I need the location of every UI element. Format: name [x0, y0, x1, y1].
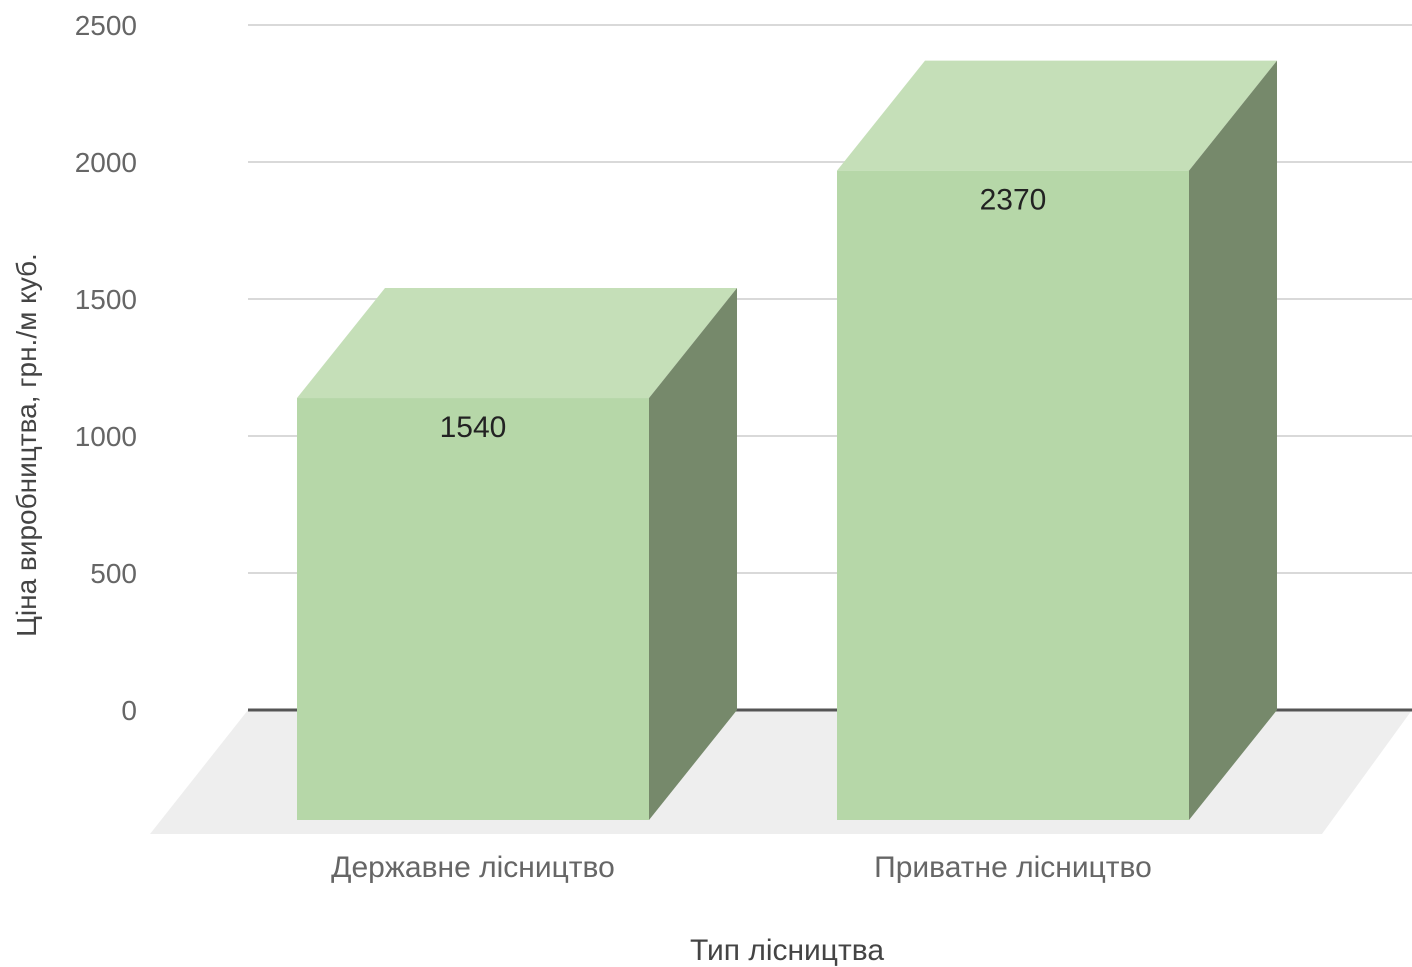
bar-front: [837, 170, 1189, 820]
y-tick-label: 1500: [75, 284, 137, 315]
y-tick-label: 2500: [75, 10, 137, 41]
x-tick-label: Державне лісництво: [331, 851, 615, 884]
y-axis-title: Ціна виробництва, грн./м куб.: [11, 253, 42, 637]
y-tick-label: 2000: [75, 147, 137, 178]
data-label: 2370: [980, 184, 1047, 217]
x-axis-title: Тип лісництва: [690, 934, 884, 967]
bar-top: [297, 288, 737, 399]
bar: 2370: [837, 60, 1277, 821]
y-tick-label: 500: [90, 558, 137, 589]
data-label: 1540: [440, 411, 507, 444]
bar-side: [649, 288, 737, 820]
x-axis-ticks: Державне лісництво Приватне лісництво: [331, 851, 1152, 884]
bar: 1540: [297, 288, 737, 820]
bar-top: [837, 60, 1277, 171]
bars: 1540 2370: [297, 60, 1277, 821]
bar-side: [1189, 60, 1277, 821]
y-tick-label: 1000: [75, 421, 137, 452]
y-axis-ticks: 0 500 1000 1500 2000 2500: [75, 10, 137, 726]
x-tick-label: Приватне лісництво: [874, 851, 1152, 884]
y-tick-label: 0: [121, 695, 137, 726]
bar-front: [297, 398, 649, 820]
